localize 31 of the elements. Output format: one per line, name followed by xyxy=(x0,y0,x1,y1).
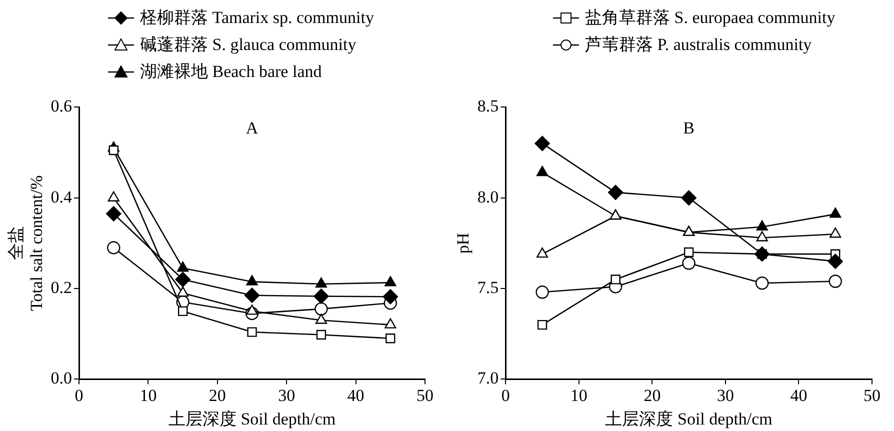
legend-label: 碱蓬群落 S. glauca community xyxy=(140,34,356,56)
legend-label: 盐角草群落 S. europaea community xyxy=(585,7,836,29)
y-tick-label: 0.2 xyxy=(50,278,72,297)
legend-label: 柽柳群落 Tamarix sp. community xyxy=(140,7,374,29)
x-tick-label: 0 xyxy=(74,386,84,405)
legend-label: 芦苇群落 P. australis community xyxy=(585,34,812,56)
y-tick-label: 7.0 xyxy=(477,368,499,388)
x-tick-label: 20 xyxy=(208,386,226,405)
x-tick-label: 30 xyxy=(716,386,734,405)
x-tick-label: 10 xyxy=(140,386,157,405)
x-tick-label: 50 xyxy=(416,386,434,405)
annotation: A xyxy=(246,118,259,138)
x-tick-label: 30 xyxy=(278,386,296,405)
x-tick-label: 0 xyxy=(501,386,510,405)
x-tick-label: 50 xyxy=(864,386,880,405)
x-tick-label: 10 xyxy=(570,386,588,405)
y-tick-label: 8.0 xyxy=(477,187,499,206)
y-axis-title: 全盐 Total salt content/% xyxy=(6,175,46,312)
annotation: B xyxy=(683,118,694,138)
x-axis-title: 土层深度 Soil depth/cm xyxy=(168,409,336,428)
x-axis-title: 土层深度 Soil depth/cm xyxy=(605,409,772,428)
y-tick-label: 0.4 xyxy=(50,187,73,206)
x-tick-label: 20 xyxy=(644,386,661,405)
y-tick-label: 0.6 xyxy=(50,96,72,116)
y-axis-title: pH xyxy=(454,232,473,254)
y-tick-label: 0.0 xyxy=(50,368,72,388)
y-tick-label: 7.5 xyxy=(477,278,499,297)
legend-label: 湖滩裸地 Beach bare land xyxy=(140,61,322,83)
x-tick-label: 40 xyxy=(347,386,364,405)
y-tick-label: 8.5 xyxy=(477,96,499,116)
x-tick-label: 40 xyxy=(790,386,808,405)
